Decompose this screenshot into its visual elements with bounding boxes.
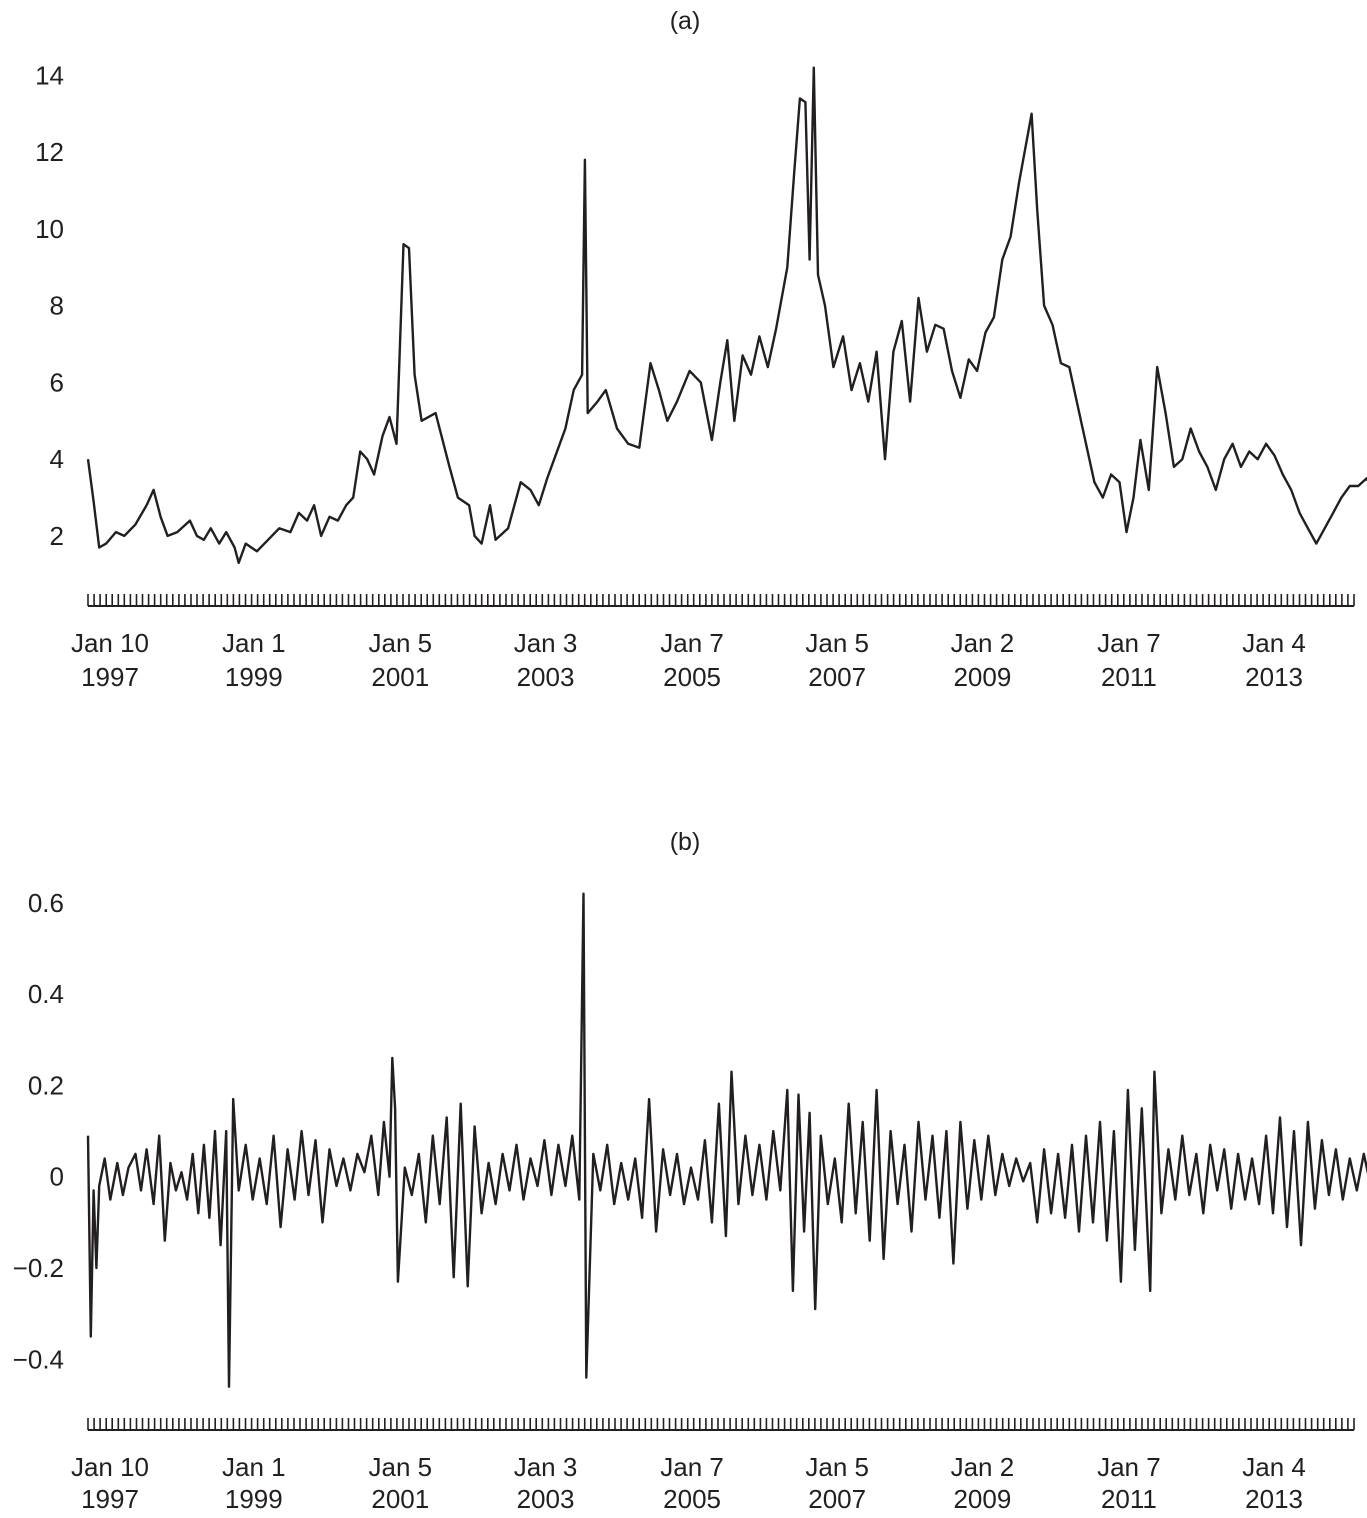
panel-b-x-tick-label: Jan 7 <box>1097 1452 1161 1482</box>
panel-b-x-tick-year: 1999 <box>225 1484 283 1514</box>
panel-b-x-tick-label: Jan 1 <box>222 1452 286 1482</box>
panel-b-x-tick-label: Jan 5 <box>805 1452 869 1482</box>
panel-b-x-tick-year: 2011 <box>1101 1484 1157 1514</box>
panel-a-x-tick-label: Jan 10 <box>71 628 149 658</box>
panel-a-y-tick-label: 14 <box>35 60 64 90</box>
panel-a-y-tick-label: 4 <box>50 444 64 474</box>
panel-a-x-tick-year: 2003 <box>517 662 575 692</box>
panel-b-x-tick-year: 2005 <box>663 1484 721 1514</box>
panel-b-x-tick-label: Jan 5 <box>368 1452 432 1482</box>
panel-b-series-line <box>86 892 1367 1388</box>
panel-b-x-minor-ticks <box>87 1418 1355 1430</box>
panel-a-series-line <box>86 66 1367 564</box>
panel-a-title: (a) <box>670 7 701 35</box>
panel-b-y-tick-label: −0.4 <box>13 1344 64 1374</box>
panel-b-x-tick-year: 2001 <box>371 1484 429 1514</box>
panel-a-x-minor-ticks <box>87 594 1355 606</box>
panel-a-x-tick-label: Jan 3 <box>514 628 578 658</box>
panel-b-y-tick-labels: 0.6 0.4 0.2 0 −0.2 −0.4 <box>13 888 64 1375</box>
panel-b-x-tick-year: 2003 <box>517 1484 575 1514</box>
panel-a-x-tick-label: Jan 5 <box>368 628 432 658</box>
panel-a-x-tick-label: Jan 5 <box>805 628 869 658</box>
panel-b-y-tick-label: 0.4 <box>28 979 64 1009</box>
panel-b-x-tick-year: 1997 <box>81 1484 139 1514</box>
panel-a-x-tick-label: Jan 7 <box>1097 628 1161 658</box>
panel-a-x-tick-year: 2011 <box>1101 662 1157 692</box>
panel-b-x-tick-year: 2013 <box>1245 1484 1303 1514</box>
panel-a-x-tick-year: 1997 <box>81 662 139 692</box>
panel-b-y-tick-label: 0 <box>50 1162 64 1192</box>
panel-a-y-tick-label: 10 <box>35 214 64 244</box>
panel-a-x-tick-label: Jan 1 <box>222 628 286 658</box>
panel-a-x-tick-label: Jan 2 <box>951 628 1015 658</box>
panel-b-x-tick-year: 2007 <box>808 1484 866 1514</box>
panel-b-y-tick-label: 0.2 <box>28 1070 64 1100</box>
panel-a-y-tick-label: 12 <box>35 137 64 167</box>
panel-a-x-tick-year: 1999 <box>225 662 283 692</box>
panel-b-x-tick-label: Jan 7 <box>660 1452 724 1482</box>
panel-a-x-tick-year: 2013 <box>1245 662 1303 692</box>
panel-b-x-tick-label: Jan 10 <box>71 1452 149 1482</box>
panel-a-y-tick-label: 2 <box>50 521 64 551</box>
panel-b-x-tick-label: Jan 3 <box>514 1452 578 1482</box>
panel-a-x-tick-label: Jan 4 <box>1242 628 1306 658</box>
panel-a-y-tick-label: 8 <box>50 291 64 321</box>
panel-b-x-tick-year: 2009 <box>953 1484 1011 1514</box>
panel-a-x-tick-year: 2005 <box>663 662 721 692</box>
panel-a-y-tick-labels: 2 4 6 8 10 12 14 <box>35 60 64 551</box>
panel-b-x-tick-label: Jan 4 <box>1242 1452 1306 1482</box>
panel-a-x-tick-year: 2001 <box>371 662 429 692</box>
panel-a-x-tick-labels: Jan 10 1997 Jan 1 1999 Jan 5 2001 Jan 3 2003 Jan… <box>71 628 1306 692</box>
panel-a: (a) 2 4 6 8 10 12 14 Jan 10 1997 Jan 1 1999 Jan 5 2… <box>35 7 1367 692</box>
panel-b-y-tick-label: 0.6 <box>28 888 64 918</box>
panel-a-y-tick-label: 6 <box>50 367 64 397</box>
panel-a-x-tick-year: 2007 <box>808 662 866 692</box>
panel-b-x-tick-label: Jan 2 <box>951 1452 1015 1482</box>
panel-b-y-tick-label: −0.2 <box>13 1253 64 1283</box>
panel-a-x-tick-year: 2009 <box>953 662 1011 692</box>
panel-b-title: (b) <box>670 828 701 856</box>
panel-a-x-tick-label: Jan 7 <box>660 628 724 658</box>
